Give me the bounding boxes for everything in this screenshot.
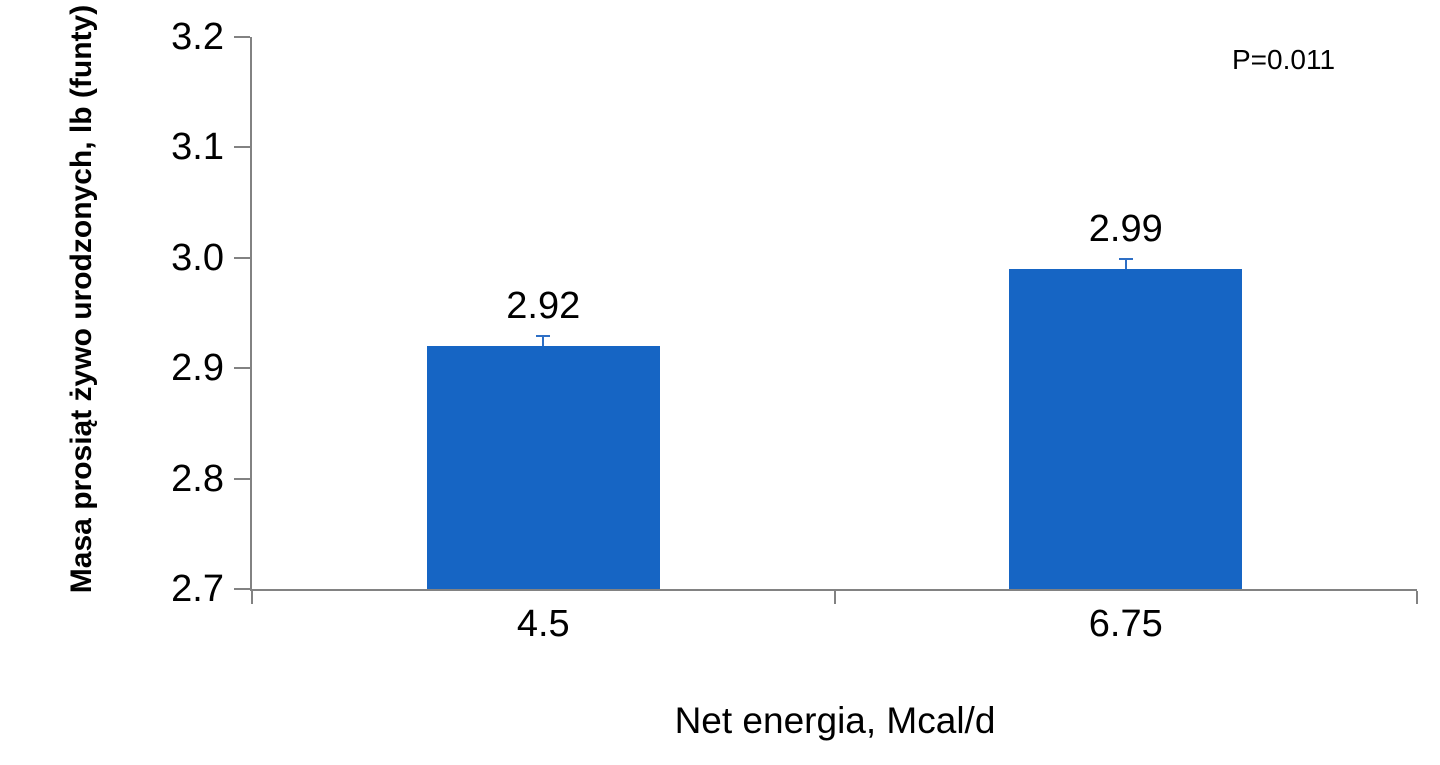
y-tick [234, 477, 250, 480]
error-bar-stem [1124, 260, 1127, 269]
y-tick [234, 36, 250, 38]
x-axis-title: Net energia, Mcal/d [674, 700, 996, 741]
y-tick [234, 588, 250, 590]
x-tick [251, 591, 253, 604]
x-tick [833, 591, 836, 604]
y-tick-label: 3.1 [171, 126, 224, 169]
y-tick-label: 2.9 [171, 347, 224, 390]
x-tick [1416, 591, 1418, 604]
y-axis-line [250, 37, 252, 589]
bar [426, 346, 660, 589]
y-tick [234, 146, 250, 149]
bar [1009, 268, 1243, 589]
error-bar-cap [1118, 258, 1133, 260]
y-tick-label: 2.7 [171, 568, 224, 610]
bar-value-label: 2.92 [506, 285, 581, 328]
y-tick-label: 3.2 [171, 16, 224, 58]
p-value-annotation: P=0.011 [1232, 44, 1336, 75]
y-tick-label: 3.0 [171, 236, 224, 279]
error-bar-stem [542, 337, 545, 347]
y-tick [234, 367, 250, 370]
x-axis-line [250, 589, 1417, 591]
x-tick-label: 6.75 [1088, 603, 1163, 645]
bar-value-label: 2.99 [1088, 207, 1163, 250]
y-tick [234, 256, 250, 259]
x-tick-label: 4.5 [516, 603, 570, 645]
error-bar-cap [536, 335, 551, 338]
y-tick-label: 2.8 [171, 457, 224, 500]
